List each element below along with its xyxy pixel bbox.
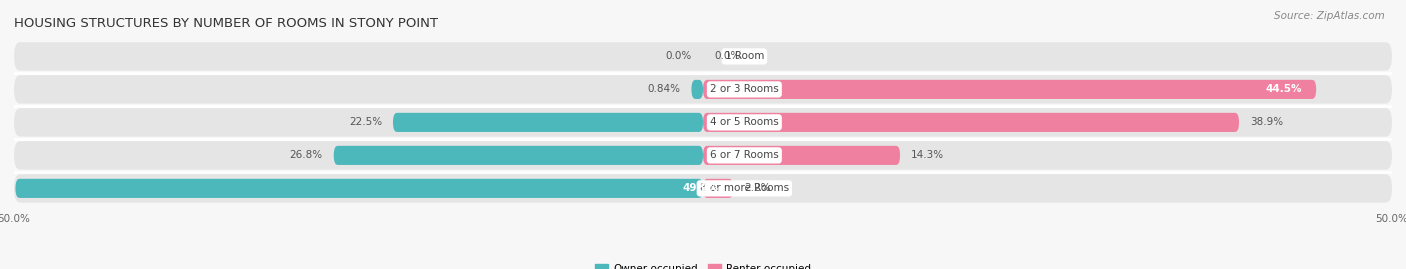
Text: 2 or 3 Rooms: 2 or 3 Rooms [710,84,779,94]
FancyBboxPatch shape [392,113,703,132]
Text: 0.84%: 0.84% [647,84,681,94]
Text: 49.9%: 49.9% [682,183,718,193]
Text: 2.2%: 2.2% [744,183,770,193]
FancyBboxPatch shape [703,113,1239,132]
Text: 26.8%: 26.8% [290,150,323,160]
FancyBboxPatch shape [692,80,703,99]
Text: Source: ZipAtlas.com: Source: ZipAtlas.com [1274,11,1385,21]
FancyBboxPatch shape [15,179,703,198]
FancyBboxPatch shape [14,75,1392,104]
FancyBboxPatch shape [703,80,1316,99]
FancyBboxPatch shape [333,146,703,165]
FancyBboxPatch shape [703,179,734,198]
FancyBboxPatch shape [14,141,1392,169]
Text: 22.5%: 22.5% [349,117,382,128]
Text: 14.3%: 14.3% [911,150,945,160]
Text: HOUSING STRUCTURES BY NUMBER OF ROOMS IN STONY POINT: HOUSING STRUCTURES BY NUMBER OF ROOMS IN… [14,17,439,30]
Text: 4 or 5 Rooms: 4 or 5 Rooms [710,117,779,128]
Text: 6 or 7 Rooms: 6 or 7 Rooms [710,150,779,160]
FancyBboxPatch shape [14,42,1392,70]
Legend: Owner-occupied, Renter-occupied: Owner-occupied, Renter-occupied [591,260,815,269]
FancyBboxPatch shape [14,108,1392,137]
FancyBboxPatch shape [703,146,900,165]
FancyBboxPatch shape [14,174,1392,203]
Text: 44.5%: 44.5% [1265,84,1302,94]
Text: 0.0%: 0.0% [665,51,692,61]
Text: 1 Room: 1 Room [724,51,763,61]
Text: 38.9%: 38.9% [1250,117,1284,128]
Text: 8 or more Rooms: 8 or more Rooms [700,183,789,193]
Text: 0.0%: 0.0% [714,51,741,61]
